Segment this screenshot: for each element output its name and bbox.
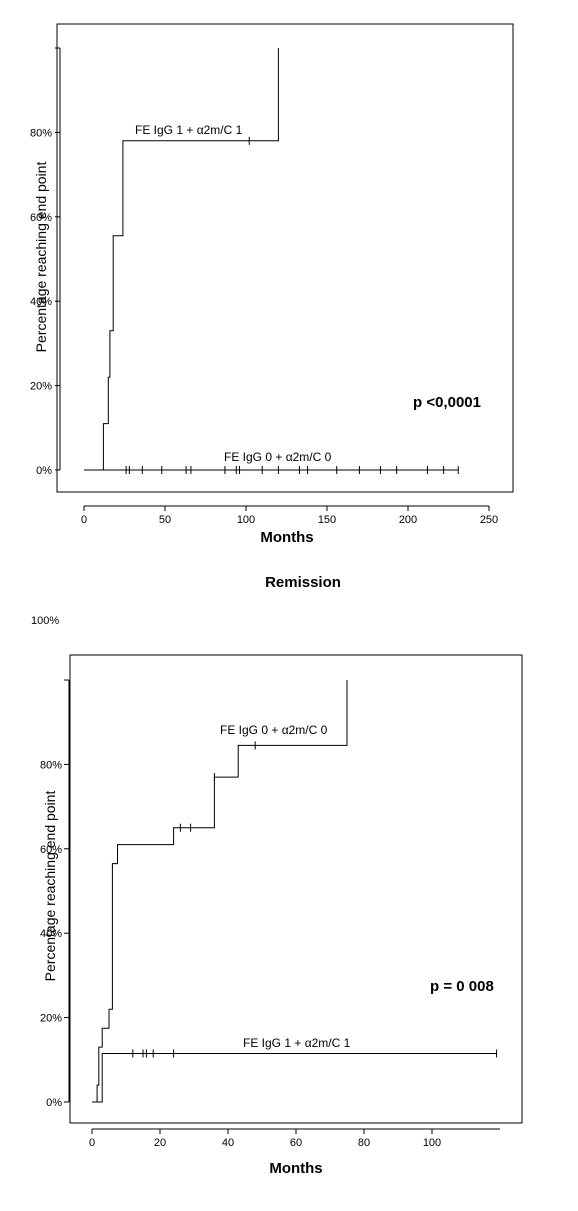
p-value: p <0,0001 (413, 394, 481, 411)
series-label-fe-igg1: FE IgG 1 + α2m/C 1 (135, 123, 243, 137)
y-tick-label: 0% (46, 1097, 62, 1109)
y-axis-label: Percentage reaching end point (42, 791, 58, 982)
chart-endpoint: 0% 20% 40% 60% 80% 0 50 100 150 200 250 FE IgG 1 … (30, 23, 514, 546)
top-label: 100% (31, 615, 59, 627)
y-tick-label: 60% (40, 844, 62, 856)
x-tick-label: 100 (423, 1137, 441, 1149)
x-tick-label: 80 (358, 1137, 370, 1149)
series-label-fe-igg1: FE IgG 1 + α2m/C 1 (243, 1036, 351, 1050)
chart-title: Remission (265, 574, 341, 591)
x-tick-label: 100 (237, 514, 255, 526)
p-value: p = 0 008 (430, 978, 494, 995)
km-curve-series-1 (92, 680, 348, 1103)
x-tick-label: 50 (159, 514, 171, 526)
km-curve-series-1 (84, 48, 279, 471)
x-tick-label: 250 (480, 514, 498, 526)
x-tick-label: 20 (154, 1137, 166, 1149)
y-tick-label: 20% (40, 1013, 62, 1025)
x-tick-label: 0 (81, 514, 87, 526)
x-axis-label: Months (260, 529, 313, 546)
km-curve-series-2 (92, 1053, 497, 1103)
chart-remission: Remission 100% 0% 20% 40% 60% 80% 0 20 40 60 80 1… (31, 574, 523, 1177)
y-tick-label: 0% (36, 465, 52, 477)
series-label-fe-igg0: FE IgG 0 + α2m/C 0 (220, 723, 328, 737)
plot-frame (69, 654, 523, 1124)
y-tick-label: 40% (40, 928, 62, 940)
plot-frame (56, 23, 514, 493)
y-tick-label: 60% (30, 212, 52, 224)
x-axis-label: Months (269, 1160, 322, 1177)
y-axis-label: Percentage reaching end point (33, 162, 49, 353)
x-tick-label: 0 (89, 1137, 95, 1149)
series-label-fe-igg0: FE IgG 0 + α2m/C 0 (224, 450, 332, 464)
x-tick-label: 200 (399, 514, 417, 526)
x-tick-label: 150 (318, 514, 336, 526)
y-tick-label: 80% (30, 127, 52, 139)
y-tick-label: 40% (30, 296, 52, 308)
x-tick-label: 60 (290, 1137, 302, 1149)
x-tick-label: 40 (222, 1137, 234, 1149)
y-tick-label: 80% (40, 759, 62, 771)
y-tick-label: 20% (30, 381, 52, 393)
